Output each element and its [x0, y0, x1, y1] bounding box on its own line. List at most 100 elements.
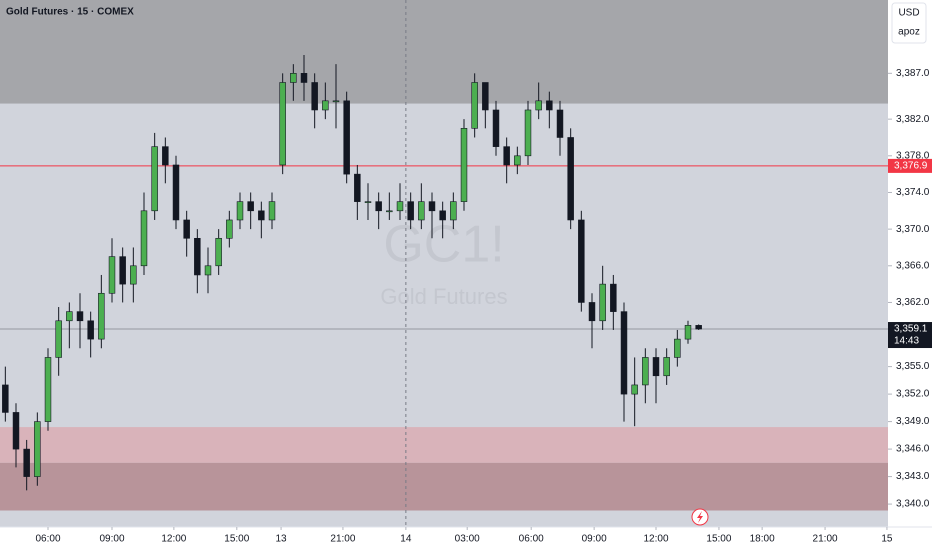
candle-body: [535, 100, 542, 111]
x-tick-label: 15:00: [224, 534, 249, 545]
candle-body: [620, 311, 628, 395]
x-tick-label: 15: [881, 534, 893, 545]
candle-body: [290, 73, 297, 83]
candle-body: [364, 201, 372, 203]
y-tick-label: 3,374.0: [896, 187, 930, 198]
candle-body: [386, 210, 393, 213]
candle-body: [588, 302, 596, 322]
last-price-box: [888, 322, 932, 349]
zone: [0, 427, 888, 463]
candle-body: [332, 100, 340, 103]
candle-body: [183, 219, 190, 239]
candle-body: [343, 100, 350, 175]
candle-body: [268, 201, 276, 221]
y-tick-label: 3,349.0: [896, 416, 930, 427]
candle-body: [556, 109, 564, 138]
x-tick-label: 06:00: [35, 534, 60, 545]
candle-body: [578, 219, 585, 303]
candle-body: [674, 338, 681, 358]
candle-body: [23, 448, 30, 477]
event-icon-bolt: [697, 511, 703, 523]
candle-body: [204, 265, 212, 276]
candle-body: [471, 82, 478, 129]
level-label: 3,376.9: [894, 161, 928, 172]
candle-body: [119, 256, 126, 285]
scale-mode: apoz: [898, 27, 920, 38]
price-axis: [888, 0, 932, 550]
candle-body: [140, 210, 148, 267]
y-tick-label: 3,366.0: [896, 260, 930, 271]
candle-body: [12, 412, 20, 450]
candle-body: [546, 100, 553, 111]
candle-body: [524, 109, 532, 157]
x-tick-label: 13: [276, 534, 288, 545]
candle-body: [428, 201, 436, 212]
y-tick-label: 3,382.0: [896, 114, 930, 125]
candle-body: [652, 357, 660, 377]
candle-body: [76, 311, 84, 322]
x-tick-label: 03:00: [455, 534, 480, 545]
candle-body: [354, 173, 361, 202]
candle-body: [151, 146, 158, 212]
candle-body: [66, 311, 73, 322]
x-tick-label: 21:00: [813, 534, 838, 545]
x-tick-label: 12:00: [643, 534, 668, 545]
x-tick-label: 12:00: [161, 534, 186, 545]
candle-body: [375, 201, 382, 212]
candle-body: [279, 82, 286, 166]
candle-body: [162, 146, 169, 166]
candle-body: [98, 292, 105, 340]
candle-body: [44, 357, 52, 422]
x-tick-label: 14: [400, 534, 412, 545]
candle-body: [418, 201, 425, 221]
candle-body: [247, 201, 254, 212]
y-tick-label: 3,352.0: [896, 389, 930, 400]
candle-body: [34, 421, 41, 477]
candle-body: [236, 201, 244, 221]
candle-body: [450, 201, 457, 221]
y-tick-label: 3,346.0: [896, 444, 930, 455]
candle-body: [108, 256, 116, 294]
countdown-label: 14:43: [894, 336, 919, 347]
candle-body: [311, 82, 318, 111]
candle-body: [55, 320, 62, 358]
candle-body: [514, 155, 521, 166]
x-tick-label: 15:00: [706, 534, 731, 545]
y-tick-label: 3,387.0: [896, 68, 930, 79]
currency: USD: [898, 8, 919, 19]
candle-body: [663, 357, 670, 377]
candle-body: [2, 384, 9, 413]
watermark: GC1!: [383, 216, 504, 274]
zone: [0, 462, 888, 511]
x-tick-label: 21:00: [330, 534, 355, 545]
candle-body: [695, 325, 702, 330]
candle-body: [482, 82, 489, 111]
y-tick-label: 3,340.0: [896, 499, 930, 510]
x-tick-label: 18:00: [750, 534, 775, 545]
zone: [0, 0, 888, 104]
candle-body: [610, 283, 617, 312]
candle-body: [396, 201, 404, 212]
candle-body: [130, 265, 137, 285]
currency-box: [891, 2, 927, 44]
candle-body: [492, 109, 500, 147]
chart-title: Gold Futures · 15 · COMEX: [6, 7, 134, 18]
y-tick-label: 3,362.0: [896, 297, 930, 308]
candle-body: [684, 325, 692, 340]
y-tick-label: 3,378.0: [896, 150, 930, 161]
x-tick-label: 09:00: [99, 534, 124, 545]
x-tick-label: 09:00: [582, 534, 607, 545]
candle-body: [407, 201, 414, 221]
candle-body: [642, 357, 649, 386]
candle-body: [631, 384, 638, 395]
watermark-subtitle: Gold Futures: [380, 284, 507, 309]
level-label-box: [888, 158, 932, 173]
candle-body: [599, 283, 606, 322]
candle-body: [567, 137, 574, 221]
y-tick-label: 3,370.0: [896, 224, 930, 235]
candle-body: [460, 128, 468, 202]
candle-body: [322, 100, 329, 111]
candle-body: [87, 320, 94, 340]
candle-body: [439, 210, 446, 221]
